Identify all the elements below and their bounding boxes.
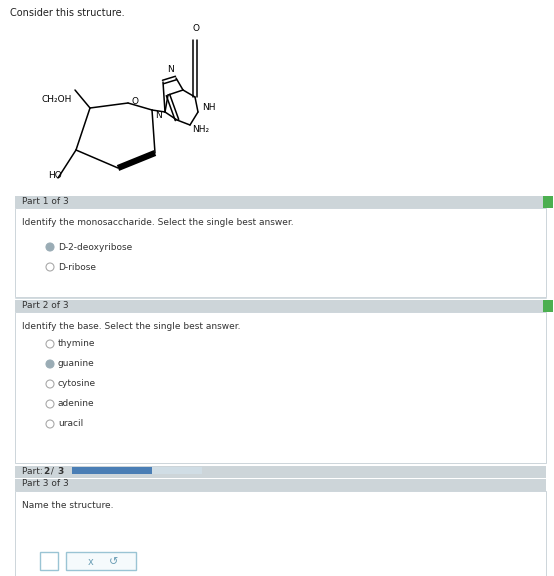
Text: O: O: [132, 97, 139, 107]
Circle shape: [46, 360, 54, 368]
Text: Part 1 of 3: Part 1 of 3: [22, 196, 69, 206]
FancyBboxPatch shape: [66, 552, 136, 570]
Text: CH₂OH: CH₂OH: [42, 96, 73, 104]
Text: 3: 3: [57, 467, 63, 476]
Bar: [15, 196, 546, 208]
Text: NH₂: NH₂: [192, 126, 209, 135]
Text: /: /: [48, 467, 57, 476]
Text: Part:: Part:: [22, 467, 45, 476]
Bar: [543, 300, 553, 312]
Text: N: N: [155, 112, 162, 120]
Bar: [15, 312, 546, 463]
Bar: [15, 300, 546, 312]
Bar: [152, 467, 202, 474]
Text: Consider this structure.: Consider this structure.: [10, 8, 125, 18]
Bar: [15, 491, 546, 576]
FancyBboxPatch shape: [40, 552, 58, 570]
Bar: [15, 466, 546, 478]
Text: D-ribose: D-ribose: [58, 263, 96, 271]
Text: ↺: ↺: [109, 557, 119, 567]
Text: NH: NH: [202, 104, 216, 112]
Text: Part 2 of 3: Part 2 of 3: [22, 301, 69, 309]
Text: Name the structure.: Name the structure.: [22, 501, 114, 510]
Text: N: N: [167, 65, 173, 74]
Text: HO: HO: [48, 170, 61, 180]
Text: Identify the base. Select the single best answer.: Identify the base. Select the single bes…: [22, 322, 240, 331]
Text: x: x: [88, 557, 94, 567]
Bar: [15, 208, 546, 297]
Bar: [15, 195, 546, 576]
Text: Identify the monosaccharide. Select the single best answer.: Identify the monosaccharide. Select the …: [22, 218, 294, 227]
Text: uracil: uracil: [58, 419, 83, 429]
Text: cytosine: cytosine: [58, 380, 96, 388]
Text: D-2-deoxyribose: D-2-deoxyribose: [58, 242, 132, 252]
Text: Part 3 of 3: Part 3 of 3: [22, 479, 69, 488]
Text: adenine: adenine: [58, 400, 95, 408]
Circle shape: [46, 243, 54, 251]
Text: thymine: thymine: [58, 339, 95, 348]
Text: guanine: guanine: [58, 359, 95, 369]
Bar: [543, 196, 553, 208]
Bar: [15, 479, 546, 491]
Bar: [72, 467, 152, 474]
Text: 2: 2: [43, 467, 49, 476]
Text: O: O: [192, 24, 199, 33]
